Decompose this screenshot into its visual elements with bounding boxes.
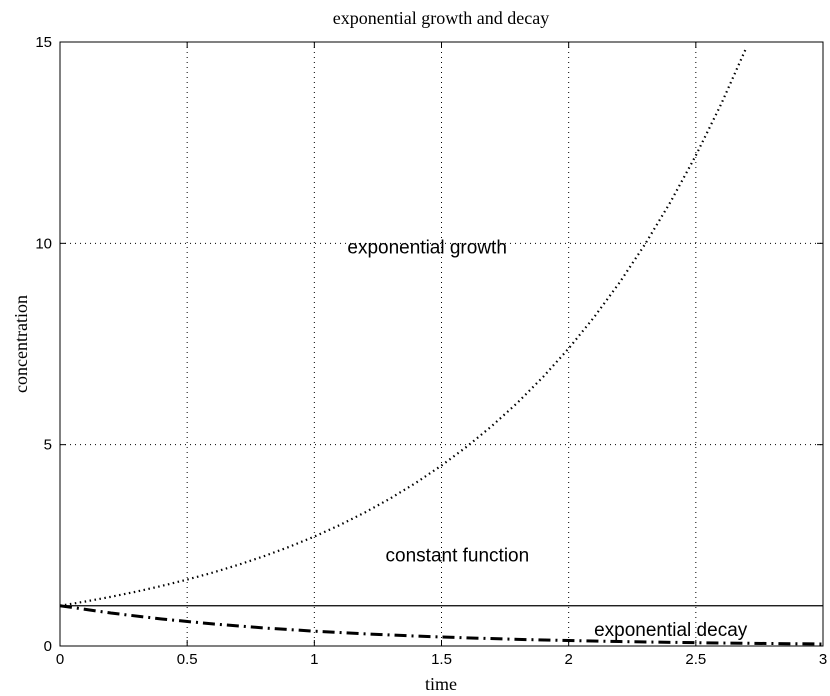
series-line-growth — [59, 46, 748, 607]
annotation-decay-label: exponential decay — [594, 620, 748, 641]
y-axis-label: concentration — [11, 295, 31, 393]
x-tick-label: 2.5 — [685, 651, 706, 668]
annotation-growth-label: exponential growth — [347, 237, 507, 258]
x-tick-label: 1.5 — [431, 651, 452, 668]
x-tick-label: 0 — [56, 651, 64, 668]
y-tick-label: 15 — [35, 34, 52, 51]
axis-ticks: 0 0.5 1 1.5 2 2.5 3 0 5 10 15 — [35, 34, 827, 668]
grid-lines — [60, 42, 823, 646]
series-line-decay — [59, 604, 824, 646]
annotations: exponential growth constant function expon… — [347, 237, 747, 641]
x-tick-label: 0.5 — [177, 651, 198, 668]
x-tick-label: 1 — [310, 651, 318, 668]
y-tick-label: 10 — [35, 235, 52, 252]
x-tick-label: 2 — [564, 651, 572, 668]
x-tick-label: 3 — [819, 651, 827, 668]
chart-title: exponential growth and decay — [333, 8, 549, 28]
y-tick-label: 5 — [44, 437, 52, 454]
annotation-constant-label: constant function — [386, 545, 530, 566]
y-tick-label: 0 — [44, 638, 52, 655]
series-layer — [59, 46, 824, 646]
x-axis-label: time — [425, 674, 457, 694]
